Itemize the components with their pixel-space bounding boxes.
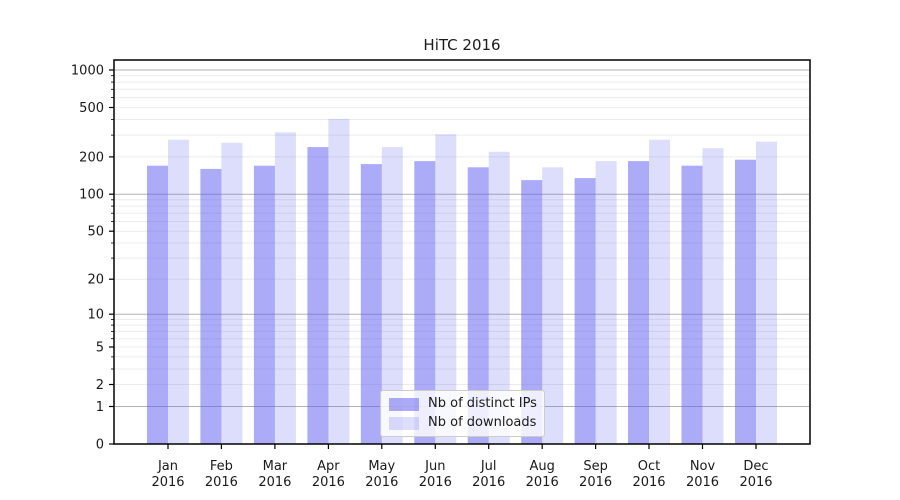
y-tick-label: 500 xyxy=(79,101,104,116)
legend-label-distinct-ips: Nb of distinct IPs xyxy=(428,396,537,411)
bar-downloads-nov xyxy=(702,148,724,444)
bar-distinct-ips-feb xyxy=(200,168,222,444)
x-tick-label-month: Mar xyxy=(263,459,288,474)
legend-swatch-downloads xyxy=(389,416,419,430)
x-tick-label-month: Nov xyxy=(690,459,716,474)
x-tick-label-month: Jan xyxy=(157,459,178,474)
x-tick-label-year: 2016 xyxy=(739,475,772,490)
bar-distinct-ips-jan xyxy=(147,165,168,444)
x-tick-label-year: 2016 xyxy=(312,475,345,490)
x-tick-label-year: 2016 xyxy=(579,475,612,490)
x-tick-label-month: Feb xyxy=(210,459,233,474)
x-tick-label-year: 2016 xyxy=(686,475,719,490)
y-tick-label: 20 xyxy=(87,273,104,288)
bar-downloads-may xyxy=(381,147,403,444)
x-tick-label-year: 2016 xyxy=(632,475,665,490)
y-tick-label: 0 xyxy=(96,438,104,453)
y-tick-label: 100 xyxy=(79,188,104,203)
legend-item-distinct-ips: Nb of distinct IPs xyxy=(389,396,537,411)
x-tick-label-month: Jul xyxy=(480,459,497,474)
bar-downloads-jun xyxy=(435,134,457,444)
x-tick-label-month: Aug xyxy=(530,459,555,474)
bar-distinct-ips-jul xyxy=(467,167,489,445)
y-tick-label: 10 xyxy=(87,308,104,323)
x-tick-label-month: Oct xyxy=(638,459,660,474)
y-tick-label: 200 xyxy=(79,150,104,165)
x-tick-label-year: 2016 xyxy=(258,475,291,490)
x-tick-label-month: Apr xyxy=(317,459,340,474)
legend-label-downloads: Nb of downloads xyxy=(428,415,537,430)
bar-downloads-oct xyxy=(649,139,670,444)
chart-title: HiTC 2016 xyxy=(423,36,501,54)
bar-distinct-ips-apr xyxy=(307,147,329,444)
bar-distinct-ips-aug xyxy=(521,180,543,444)
bar-distinct-ips-oct xyxy=(628,161,649,444)
x-tick-label-year: 2016 xyxy=(205,475,238,490)
x-tick-label-month: Sep xyxy=(583,459,608,474)
bar-downloads-jan xyxy=(168,139,189,444)
x-tick-label-year: 2016 xyxy=(526,475,559,490)
plot-border xyxy=(113,59,811,445)
legend-swatch-distinct-ips xyxy=(389,397,419,411)
y-tick-label: 2 xyxy=(96,378,104,393)
bar-downloads-feb xyxy=(221,142,243,445)
x-tick-label-year: 2016 xyxy=(472,475,505,490)
y-tick-label: 5 xyxy=(96,341,104,356)
legend-item-downloads: Nb of downloads xyxy=(389,416,536,430)
bar-downloads-aug xyxy=(542,167,564,445)
y-tick-label: 50 xyxy=(87,225,104,240)
bar-distinct-ips-sep xyxy=(574,178,596,444)
bar-distinct-ips-mar xyxy=(253,165,275,444)
bar-distinct-ips-jun xyxy=(414,161,436,444)
bar-downloads-sep xyxy=(595,161,617,444)
y-tick-label: 1000 xyxy=(71,64,104,79)
bar-distinct-ips-dec xyxy=(735,159,756,444)
bar-distinct-ips-may xyxy=(360,164,382,444)
x-tick-label-year: 2016 xyxy=(419,475,452,490)
bar-distinct-ips-nov xyxy=(681,165,703,444)
bar-downloads-mar xyxy=(274,132,296,444)
x-tick-label-year: 2016 xyxy=(365,475,398,490)
bar-downloads-apr xyxy=(328,118,350,445)
legend: Nb of distinct IPs Nb of downloads xyxy=(380,390,545,437)
x-tick-label-month: Jun xyxy=(424,459,445,474)
x-tick-label-month: May xyxy=(368,459,395,474)
x-tick-label-year: 2016 xyxy=(151,475,184,490)
x-tick-label-month: Dec xyxy=(743,459,768,474)
bar-downloads-jul xyxy=(488,151,510,445)
bar-downloads-dec xyxy=(756,141,777,444)
y-tick-label: 1 xyxy=(96,400,104,415)
